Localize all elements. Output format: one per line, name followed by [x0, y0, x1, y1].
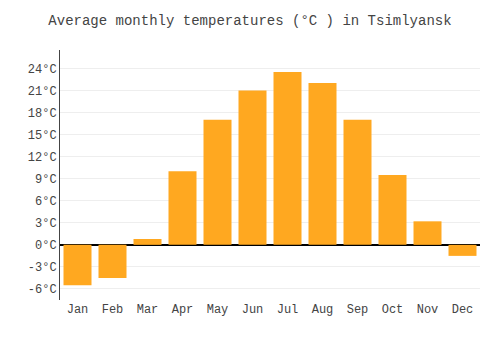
svg-text:-6°C: -6°C: [28, 283, 57, 297]
svg-text:Dec: Dec: [452, 303, 474, 317]
svg-text:9°C: 9°C: [35, 173, 57, 187]
svg-text:May: May: [207, 303, 229, 317]
svg-text:3°C: 3°C: [35, 217, 57, 231]
svg-text:Jan: Jan: [67, 303, 89, 317]
svg-text:21°C: 21°C: [28, 85, 57, 99]
svg-text:Jul: Jul: [277, 303, 299, 317]
svg-text:Nov: Nov: [417, 303, 439, 317]
svg-text:Sep: Sep: [347, 303, 369, 317]
svg-text:Oct: Oct: [382, 303, 404, 317]
svg-text:Feb: Feb: [102, 303, 124, 317]
svg-text:6°C: 6°C: [35, 195, 57, 209]
svg-text:Apr: Apr: [172, 303, 194, 317]
svg-text:Jun: Jun: [242, 303, 264, 317]
svg-text:12°C: 12°C: [28, 151, 57, 165]
svg-text:24°C: 24°C: [28, 63, 57, 77]
svg-text:Mar: Mar: [137, 303, 159, 317]
svg-text:0°C: 0°C: [35, 239, 57, 253]
svg-text:Average monthly temperatures (: Average monthly temperatures (°C ) in Ts…: [48, 13, 451, 29]
svg-text:-3°C: -3°C: [28, 261, 57, 275]
svg-text:18°C: 18°C: [28, 107, 57, 121]
svg-text:Aug: Aug: [312, 303, 334, 317]
svg-text:15°C: 15°C: [28, 129, 57, 143]
